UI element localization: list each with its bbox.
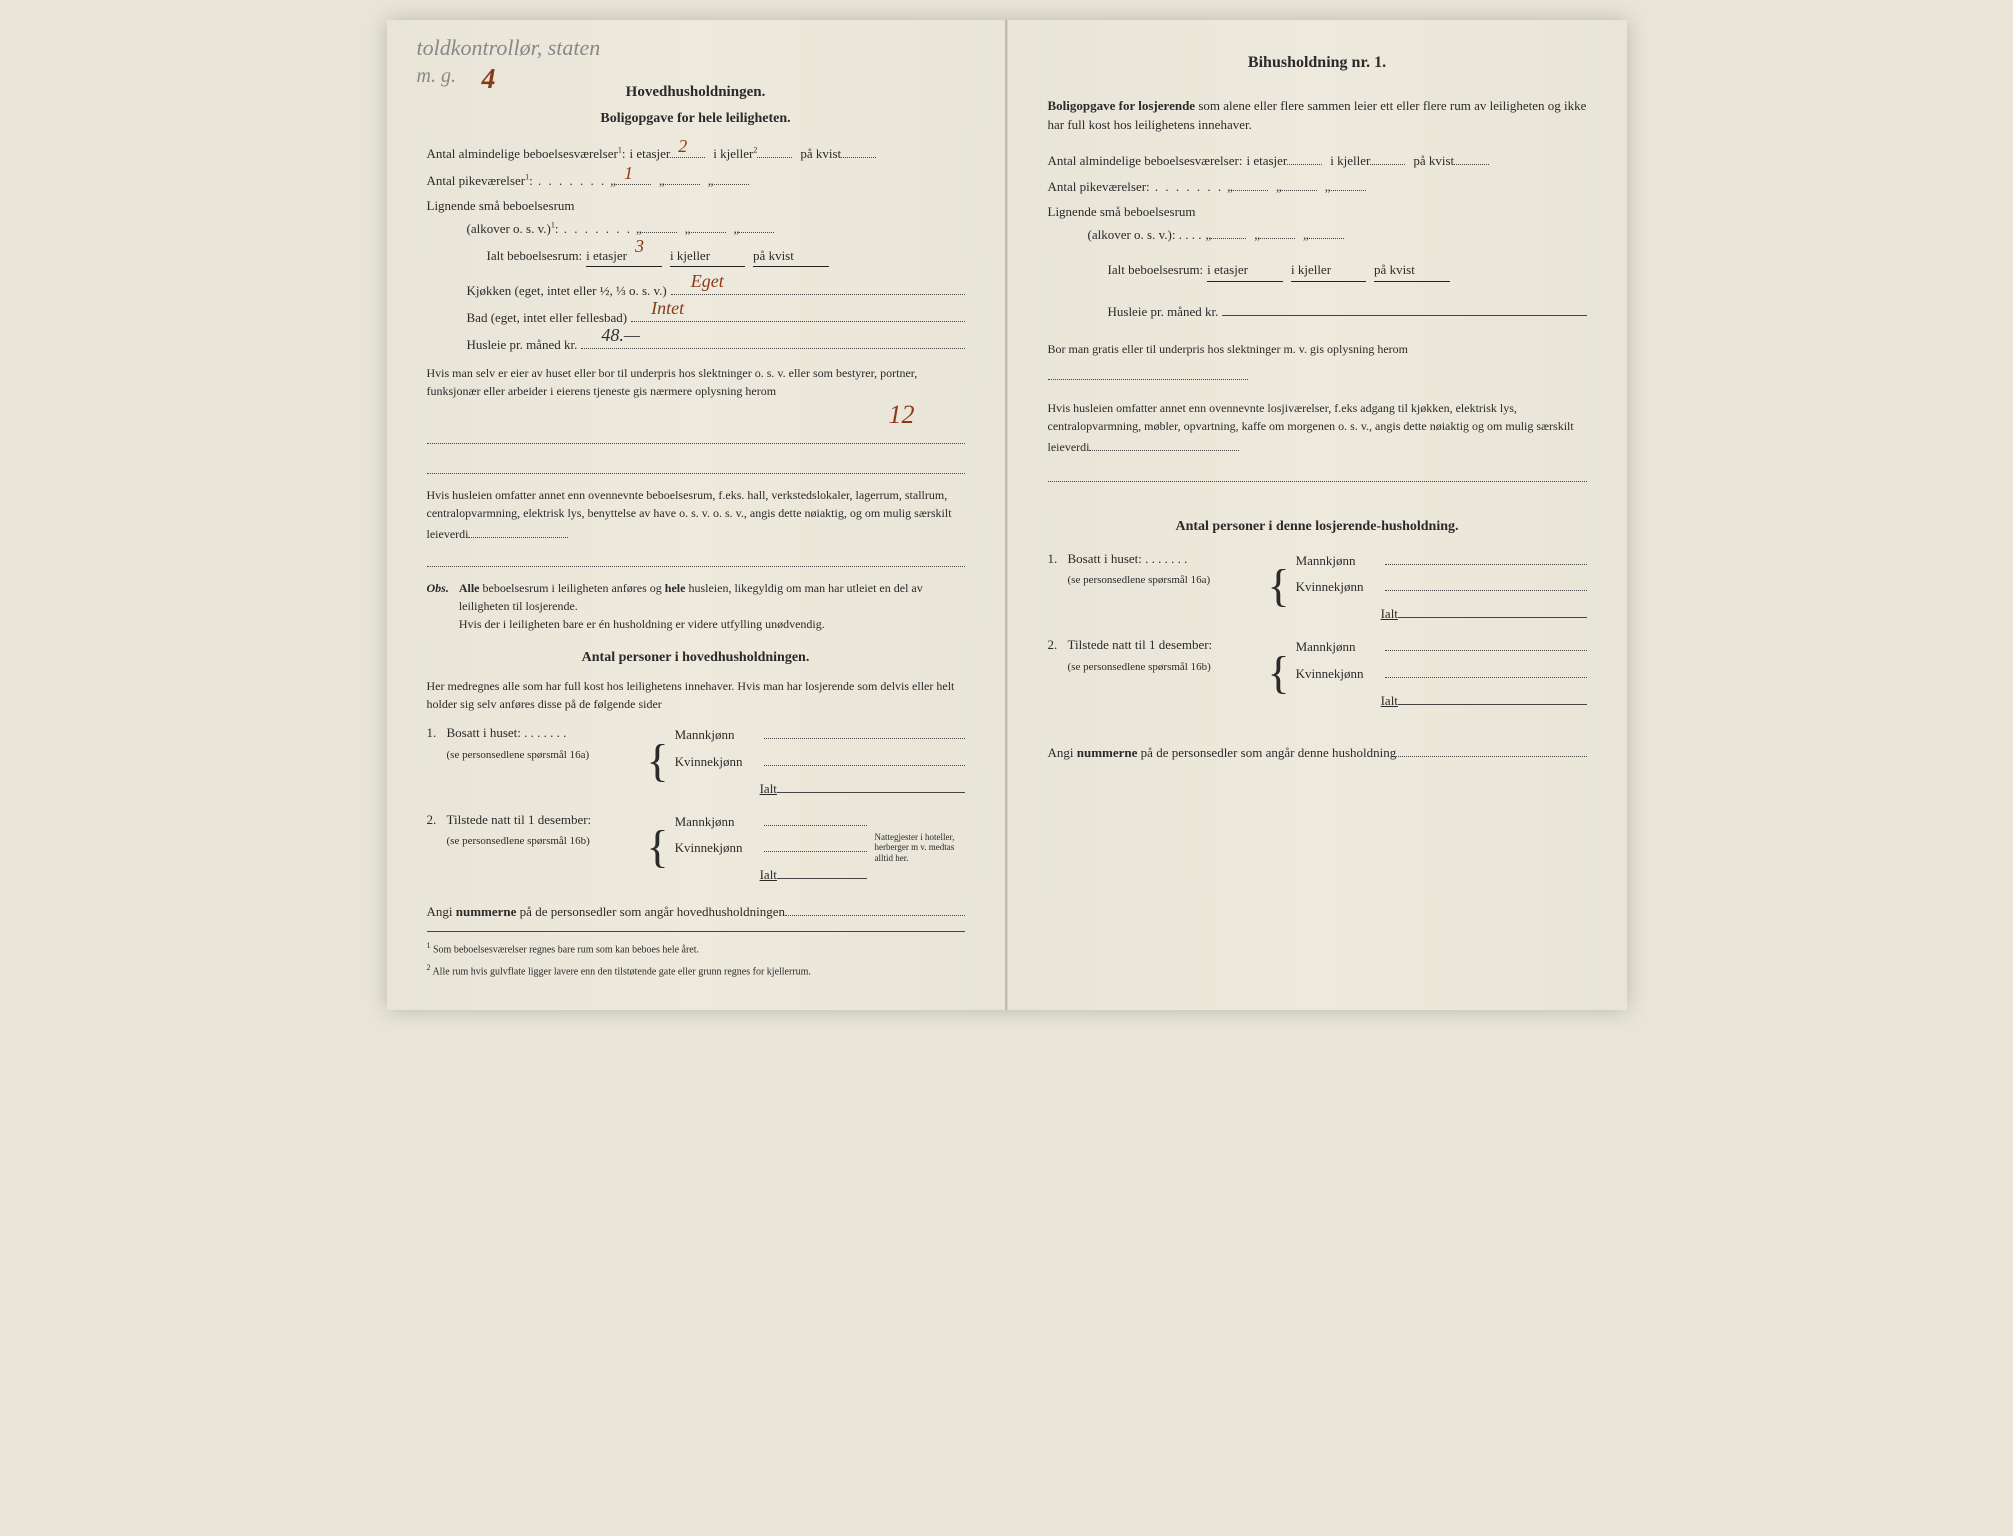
brace-icon: { xyxy=(647,829,669,866)
row-rooms: Antal almindelige beboelsesværelser1: i … xyxy=(427,142,965,165)
p2-sub: (se personsedlene spørsmål 16b) xyxy=(447,835,590,847)
r-note-gratis: Bor man gratis eller til underpris hos s… xyxy=(1048,336,1587,389)
r-label-pike: Antal pikeværelser: xyxy=(1048,177,1224,198)
right-intro: Boligopgave for losjerende som alene ell… xyxy=(1048,96,1587,135)
r-row-alkover: (alkover o. s. v.): . . . . „ „ „ xyxy=(1088,223,1587,246)
footnote2: 2 Alle rum hvis gulvflate ligger lavere … xyxy=(427,962,965,980)
side-note: Nattegjester i hoteller, herberger m v. … xyxy=(875,832,965,864)
r-row-rent: Husleie pr. måned kr. xyxy=(1108,300,1587,323)
r-label-alkover-line: Lignende små beboelsesrum xyxy=(1048,202,1587,223)
obs-label: Obs. xyxy=(427,579,449,633)
handwriting-pencil-mg: m. g. xyxy=(417,60,456,92)
obs-text1: Alle beboelsesrum i leiligheten anføres … xyxy=(459,579,965,615)
male-label: Mannkjønn xyxy=(675,725,760,746)
label-floors: i etasjer xyxy=(629,144,670,165)
note2: Hvis husleien omfatter annet enn ovennev… xyxy=(427,486,965,543)
section2-intro: Her medregnes alle som har full kost hos… xyxy=(427,677,965,713)
r-label-rent: Husleie pr. måned kr. xyxy=(1108,302,1219,323)
female-label: Kvinnekjønn xyxy=(675,752,760,773)
label-cellar: i kjeller2 xyxy=(713,144,757,165)
ialt-label: Ialt xyxy=(760,779,777,800)
person-block-1: 1. Bosatt i huset: . . . . . . . (se per… xyxy=(427,723,965,799)
left-subtitle: Boligopgave for hele leiligheten. xyxy=(427,108,965,130)
p2-label: Tilstede natt til 1 desember: xyxy=(447,812,592,827)
r-label-rooms: Antal almindelige beboelsesværelser: xyxy=(1048,151,1243,172)
r-label-total: Ialt beboelsesrum: xyxy=(1108,260,1204,281)
label-alkover: (alkover o. s. v.)1: xyxy=(467,219,632,240)
p1-label: Bosatt i huset: . . . . . . . xyxy=(447,725,567,740)
section2-title: Antal personer i hovedhusholdningen. xyxy=(427,647,965,669)
r-person-block-2: 2. Tilstede natt til 1 desember: (se per… xyxy=(1048,635,1587,711)
p2-num: 2. xyxy=(427,810,447,831)
label-rooms: Antal almindelige beboelsesværelser1: xyxy=(427,144,626,165)
left-page: toldkontrollør, staten m. g. 4 Hovedhush… xyxy=(387,20,1007,1010)
note1: Hvis man selv er eier av huset eller bor… xyxy=(427,364,965,400)
left-title: Hovedhusholdningen. xyxy=(427,80,965,104)
hw-pike: 1 xyxy=(624,159,633,188)
r-note2: Hvis husleien omfatter annet enn ovennev… xyxy=(1048,399,1587,456)
right-page: Bihusholdning nr. 1. Boligopgave for los… xyxy=(1007,20,1627,1010)
hw-floors: 2 xyxy=(678,132,687,161)
right-title: Bihusholdning nr. 1. xyxy=(1048,50,1587,76)
label-rent: Husleie pr. måned kr. xyxy=(467,335,578,356)
angi-text: Angi nummerne på de personsedler som ang… xyxy=(427,902,786,923)
r-section2-title: Antal personer i denne losjerende-hushol… xyxy=(1048,516,1587,538)
angi-row: Angi nummerne på de personsedler som ang… xyxy=(427,900,965,923)
hw-kitchen: Eget xyxy=(691,267,724,296)
document-spread: toldkontrollør, staten m. g. 4 Hovedhush… xyxy=(387,20,1627,1010)
p1-num: 1. xyxy=(427,723,447,744)
person-block-2: 2. Tilstede natt til 1 desember: (se per… xyxy=(427,810,965,886)
hw-bath: Intet xyxy=(651,294,684,323)
brace-icon: { xyxy=(647,743,669,780)
obs-block: Obs. Alle beboelsesrum i leiligheten anf… xyxy=(427,579,965,633)
r-label-alkover: (alkover o. s. v.): . . . . xyxy=(1088,225,1202,246)
row-bath: Bad (eget, intet eller fellesbad) Intet xyxy=(467,306,965,329)
r-row-rooms: Antal almindelige beboelsesværelser: i e… xyxy=(1048,149,1587,172)
r-person-block-1: 1. Bosatt i huset: . . . . . . . (se per… xyxy=(1048,549,1587,625)
row-rent: Husleie pr. måned kr. 48.— xyxy=(467,333,965,356)
row-alkover-label: Lignende små beboelsesrum xyxy=(427,196,965,217)
label-attic: på kvist xyxy=(800,144,841,165)
handwriting-red-4: 4 xyxy=(482,58,496,103)
row-alkover: (alkover o. s. v.)1: „ „ „ xyxy=(467,217,965,240)
r-row-pike: Antal pikeværelser: „ „ „ xyxy=(1048,175,1587,198)
hw-total: 3 xyxy=(635,232,644,261)
obs-text2: Hvis der i leiligheten bare er én hushol… xyxy=(459,615,965,633)
label-total: Ialt beboelsesrum: xyxy=(487,246,583,267)
p1-sub: (se personsedlene spørsmål 16a) xyxy=(447,749,590,761)
hw-rent: 48.— xyxy=(601,321,640,350)
label-pike: Antal pikeværelser1: xyxy=(427,171,607,192)
r-angi-row: Angi nummerne på de personsedler som ang… xyxy=(1048,741,1587,764)
row-kitchen: Kjøkken (eget, intet eller ½, ⅓ o. s. v.… xyxy=(467,279,965,302)
r-row-total: Ialt beboelsesrum: i etasjer i kjeller p… xyxy=(1108,260,1587,282)
row-pike: Antal pikeværelser1: „1 „ „ xyxy=(427,169,965,192)
footnote1: 1 Som beboelsesværelser regnes bare rum … xyxy=(427,940,965,958)
row-total: Ialt beboelsesrum: i etasjer3 i kjeller … xyxy=(487,244,965,268)
label-kitchen: Kjøkken (eget, intet eller ½, ⅓ o. s. v.… xyxy=(467,281,667,302)
